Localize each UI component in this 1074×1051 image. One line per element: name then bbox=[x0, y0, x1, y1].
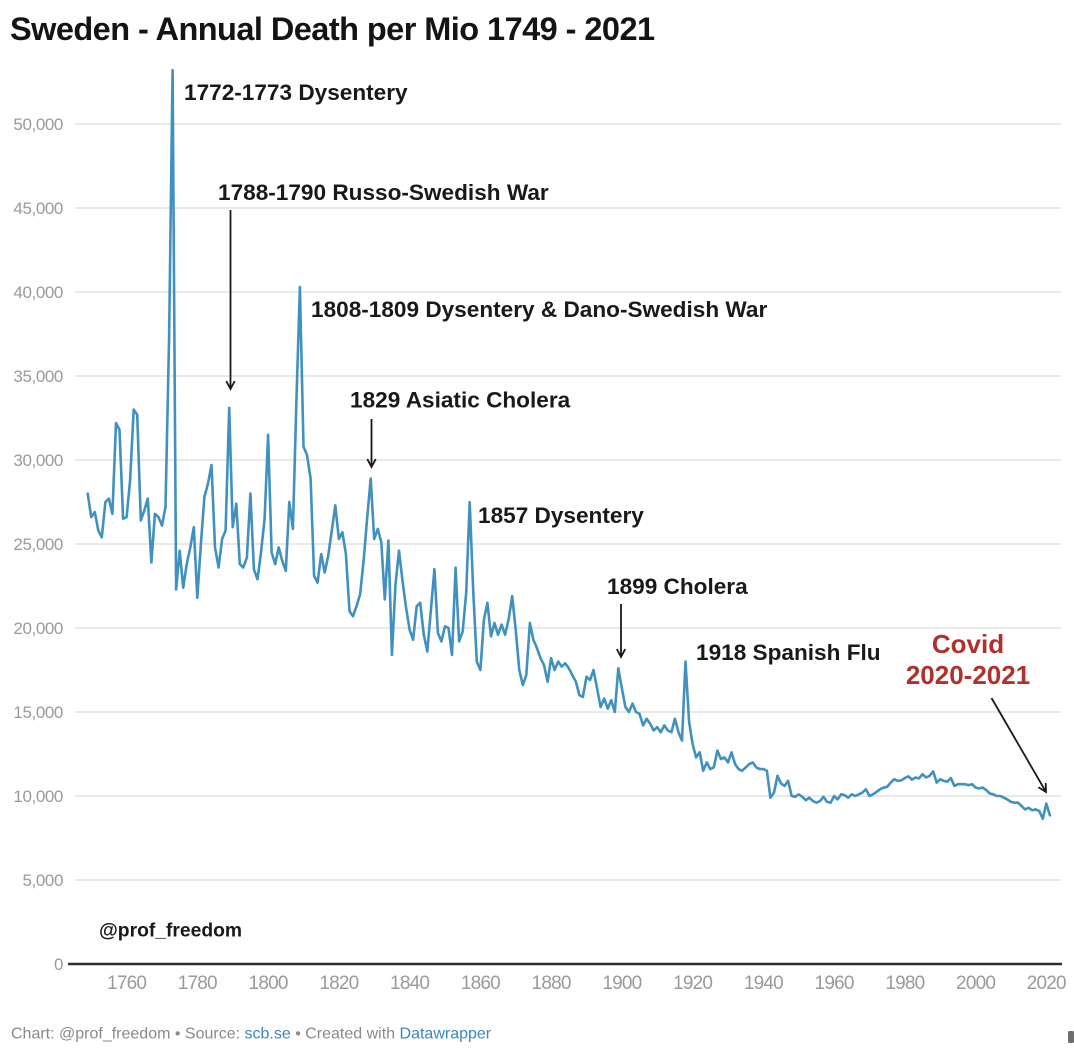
svg-text:1980: 1980 bbox=[885, 973, 924, 994]
svg-text:2000: 2000 bbox=[956, 973, 995, 994]
svg-text:1780: 1780 bbox=[178, 973, 217, 994]
svg-text:1900: 1900 bbox=[602, 973, 641, 994]
svg-text:30,000: 30,000 bbox=[13, 451, 63, 470]
svg-text:20,000: 20,000 bbox=[13, 619, 63, 638]
svg-text:Covid: Covid bbox=[932, 629, 1004, 659]
svg-text:5,000: 5,000 bbox=[22, 871, 63, 890]
svg-text:@prof_freedom: @prof_freedom bbox=[99, 921, 242, 942]
svg-text:1808-1809 Dysentery & Dano-Swe: 1808-1809 Dysentery & Dano-Swedish War bbox=[311, 297, 767, 322]
svg-text:1940: 1940 bbox=[744, 973, 783, 994]
svg-text:2020: 2020 bbox=[1027, 973, 1066, 994]
svg-text:25,000: 25,000 bbox=[13, 535, 63, 554]
svg-text:40,000: 40,000 bbox=[13, 283, 63, 302]
svg-text:1788-1790 Russo-Swedish War: 1788-1790 Russo-Swedish War bbox=[218, 180, 549, 205]
svg-text:1918 Spanish Flu: 1918 Spanish Flu bbox=[696, 640, 881, 665]
svg-text:1857 Dysentery: 1857 Dysentery bbox=[478, 503, 644, 528]
svg-text:1772-1773 Dysentery: 1772-1773 Dysentery bbox=[184, 80, 408, 105]
svg-text:Sweden - Annual Death per Mio: Sweden - Annual Death per Mio 1749 - 202… bbox=[10, 11, 655, 47]
svg-text:1840: 1840 bbox=[390, 973, 429, 994]
svg-text:0: 0 bbox=[54, 955, 63, 974]
svg-text:1920: 1920 bbox=[673, 973, 712, 994]
svg-text:1820: 1820 bbox=[319, 973, 358, 994]
svg-text:1800: 1800 bbox=[249, 973, 288, 994]
svg-text:1899 Cholera: 1899 Cholera bbox=[607, 574, 748, 599]
svg-text:1960: 1960 bbox=[815, 973, 854, 994]
svg-text:35,000: 35,000 bbox=[13, 367, 63, 386]
svg-text:45,000: 45,000 bbox=[13, 199, 63, 218]
svg-text:Chart: @prof_freedom • Source:: Chart: @prof_freedom • Source: scb.se • … bbox=[11, 1026, 492, 1043]
svg-text:1880: 1880 bbox=[532, 973, 571, 994]
svg-text:1760: 1760 bbox=[107, 973, 146, 994]
svg-text:1860: 1860 bbox=[461, 973, 500, 994]
svg-text:10,000: 10,000 bbox=[13, 787, 63, 806]
svg-text:15,000: 15,000 bbox=[13, 703, 63, 722]
svg-text:1829 Asiatic Cholera: 1829 Asiatic Cholera bbox=[350, 388, 571, 413]
svg-text:2020-2021: 2020-2021 bbox=[906, 660, 1030, 690]
svg-text:50,000: 50,000 bbox=[13, 115, 63, 134]
